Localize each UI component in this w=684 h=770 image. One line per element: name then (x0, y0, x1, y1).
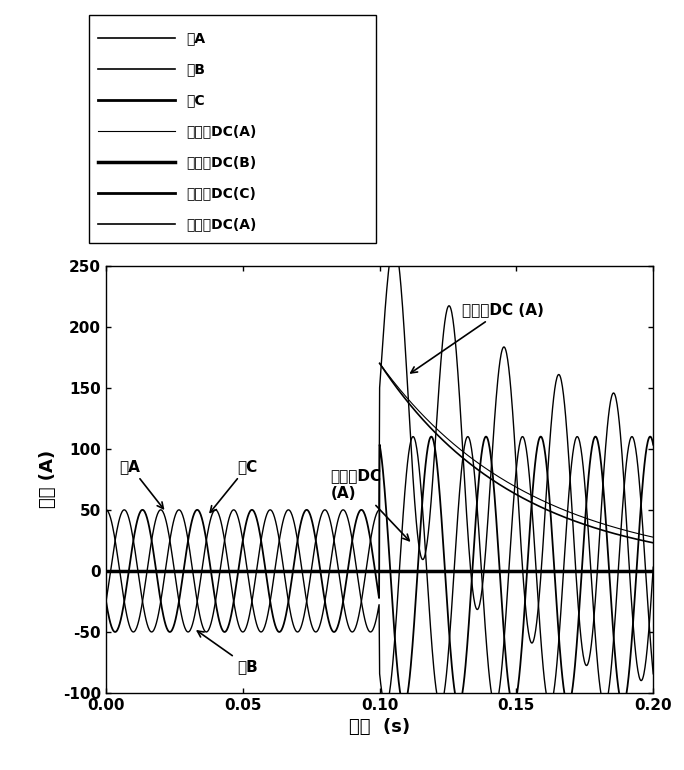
X-axis label: 时间  (s): 时间 (s) (349, 718, 410, 736)
Text: 相A: 相A (187, 31, 206, 45)
Y-axis label: 电流 (A): 电流 (A) (40, 450, 57, 508)
Text: 相B: 相B (198, 631, 258, 674)
Text: 提取的DC(C): 提取的DC(C) (187, 186, 256, 200)
Text: 提取的DC
(A): 提取的DC (A) (330, 468, 409, 541)
Text: 提取的DC(B): 提取的DC(B) (187, 156, 257, 169)
Text: 提取的DC(A): 提取的DC(A) (187, 124, 257, 139)
Text: 实际的DC(A): 实际的DC(A) (187, 217, 257, 231)
Text: 实际的DC (A): 实际的DC (A) (411, 303, 544, 373)
Text: 相C: 相C (210, 459, 258, 512)
Text: 相C: 相C (187, 93, 205, 107)
Text: 相B: 相B (187, 62, 206, 76)
Text: 相A: 相A (120, 459, 163, 509)
